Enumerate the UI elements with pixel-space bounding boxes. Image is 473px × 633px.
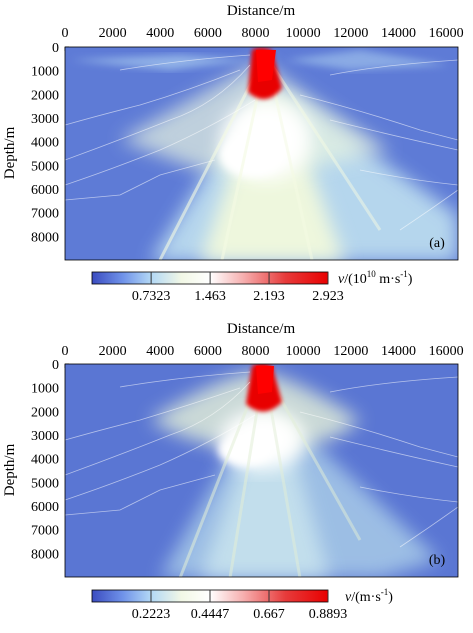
- x-tick-label: 6000: [194, 344, 222, 359]
- colorbar-tick-label: 0.7323: [132, 289, 171, 304]
- colorbar-tick-label: 0.2223: [132, 607, 171, 622]
- y-tick-label: 0: [52, 358, 59, 373]
- geology-interfaces-b: [65, 371, 458, 548]
- colorbar-tick-label: 0.667: [253, 607, 285, 622]
- x-tick-label: 14000: [381, 344, 416, 359]
- y-tick-label: 8000: [31, 230, 59, 245]
- y-tick-labels-b: 0 1000 2000 3000 4000 5000 6000 7000 8000: [31, 358, 69, 562]
- colorbar-label-a-prefix: /(10: [344, 272, 367, 287]
- x-tick-label: 4000: [146, 344, 174, 359]
- colorbar-label-b: v/(m·s-1): [345, 587, 393, 605]
- colorbar-tick-label: 1.463: [194, 289, 226, 304]
- x-tick-labels-b: 0 2000 4000 6000 8000 10000 12000 14000 16000: [62, 344, 464, 368]
- y-tick-label: 3000: [31, 112, 59, 127]
- y-tick-label: 2000: [31, 405, 59, 420]
- colorbar-tick-label: 2.923: [312, 289, 344, 304]
- x-tick-label: 8000: [242, 26, 270, 41]
- y-tick-label: 4000: [31, 136, 59, 151]
- colorbar-label-b-close: ): [388, 590, 393, 605]
- panel-label-a: (a): [429, 236, 445, 251]
- y-tick-label: 3000: [31, 429, 59, 444]
- y-tick-label: 2000: [31, 88, 59, 103]
- panel-label-b: (b): [429, 553, 446, 568]
- plot-frame-a: [64, 46, 459, 261]
- heatmap-field-a: [65, 47, 458, 260]
- x-tick-labels-a: 0 2000 4000 6000 8000 10000 12000 14000 16000: [62, 26, 464, 51]
- colorbar-tick-label: 2.193: [253, 289, 285, 304]
- colorbar-a: 0.7323 1.463 2.193 2.923 v/(1010 m·s-1): [91, 269, 413, 304]
- x-axis-title-a: Distance/m: [227, 3, 296, 19]
- x-tick-label: 0: [62, 344, 69, 359]
- colorbar-label-a-sup: -1: [400, 269, 408, 279]
- colorbar-label-b-prefix: /(m·s: [351, 590, 381, 605]
- y-tick-label: 5000: [31, 476, 59, 491]
- y-tick-label: 6000: [31, 183, 59, 198]
- panel-a: Distance/m 0 2000 4000 6000 8000 10000 12000 14…: [2, 3, 464, 304]
- y-tick-label: 1000: [31, 65, 59, 80]
- y-tick-labels-a: 0 1000 2000 3000 4000 5000 6000 7000 8000: [31, 41, 69, 245]
- x-tick-label: 10000: [286, 344, 321, 359]
- x-tick-label: 16000: [429, 344, 464, 359]
- y-tick-label: 6000: [31, 500, 59, 515]
- x-tick-label: 8000: [242, 344, 270, 359]
- y-tick-label: 8000: [31, 547, 59, 562]
- x-tick-label: 6000: [194, 26, 222, 41]
- colorbar-label-a: v/(1010 m·s-1): [338, 269, 413, 287]
- y-axis-title-b: Depth/m: [2, 443, 18, 496]
- y-tick-label: 7000: [31, 524, 59, 539]
- colorbar-tick-label: 0.4447: [191, 607, 230, 622]
- heatmap-field-b: [65, 364, 458, 577]
- y-tick-label: 7000: [31, 207, 59, 222]
- x-tick-label: 0: [62, 26, 69, 41]
- x-tick-label: 14000: [381, 26, 416, 41]
- x-tick-label: 2000: [99, 344, 127, 359]
- y-tick-label: 1000: [31, 382, 59, 397]
- colorbar-label-a-suffix: m·s: [376, 272, 401, 287]
- x-tick-label: 4000: [146, 26, 174, 41]
- y-axis-title-a: Depth/m: [2, 126, 18, 179]
- y-tick-label: 5000: [31, 159, 59, 174]
- colorbar-label-b-sup: -1: [381, 587, 389, 597]
- colorbar-b: 0.2223 0.4447 0.667 0.8893 v/(m·s-1): [91, 587, 393, 622]
- colorbar-label-a-close: ): [408, 272, 413, 287]
- x-tick-label: 12000: [333, 344, 368, 359]
- panel-b: Distance/m 0 2000 4000 6000 8000 10000 12000 14…: [2, 321, 464, 622]
- colorbar-label-a-exp: 10: [367, 269, 377, 279]
- geology-interfaces-a: [65, 54, 458, 231]
- plot-frame-b: [64, 363, 459, 578]
- colorbar-tick-label: 0.8893: [309, 607, 348, 622]
- x-tick-label: 2000: [99, 26, 127, 41]
- y-tick-label: 4000: [31, 453, 59, 468]
- x-axis-title-b: Distance/m: [227, 321, 296, 337]
- y-tick-label: 0: [52, 41, 59, 56]
- x-tick-label: 10000: [286, 26, 321, 41]
- x-tick-label: 12000: [333, 26, 368, 41]
- x-tick-label: 16000: [429, 26, 464, 41]
